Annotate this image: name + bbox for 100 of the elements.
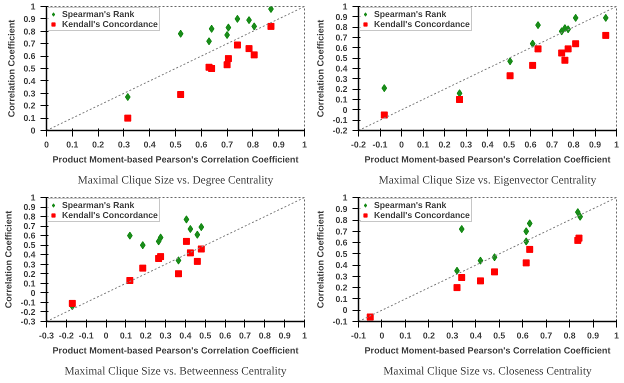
- y-tick-label: 0.1: [335, 94, 348, 104]
- x-tick-label: 1: [614, 140, 620, 150]
- x-tick-label: 0.2: [92, 140, 104, 150]
- y-axis-title: Correlation Coefficient: [316, 210, 326, 308]
- x-tick-label: 0.5: [169, 140, 182, 150]
- x-tick-label: 0.1: [120, 330, 132, 340]
- x-tick-label: 0: [399, 140, 404, 150]
- legend-label: Spearman's Rank: [62, 200, 134, 210]
- legend-label: Kendall's Concordance: [62, 19, 158, 29]
- x-tick-label: -0.2: [351, 140, 366, 150]
- x-tick-label: 0.3: [460, 140, 472, 150]
- y-tick-label: 0.6: [335, 238, 348, 248]
- x-axis-title: Product Moment-based Pearson's Correlation Coefficient: [364, 154, 610, 164]
- y-tick-label: 0.4: [23, 250, 36, 260]
- y-tick-label: 0.1: [23, 113, 36, 124]
- x-tick-label: 0.2: [140, 330, 152, 340]
- y-tick-label: -0.2: [332, 126, 348, 136]
- text: Maximal Clique Size vs. Betweenness Centrality: [64, 366, 287, 378]
- legend-label: Spearman's Rank: [374, 200, 446, 210]
- y-tick-label: 1: [30, 192, 36, 202]
- x-tick-label: 0.7: [221, 140, 234, 150]
- x-tick-label: 0.4: [179, 330, 192, 340]
- y-tick-label: 0.6: [335, 42, 348, 53]
- x-tick-label: 1: [614, 330, 620, 340]
- y-tick-label: 0.3: [335, 74, 348, 84]
- legend-label: Kendall's Concordance: [62, 210, 158, 220]
- x-tick-label: -0.3: [39, 330, 54, 340]
- x-tick-label: 0.3: [118, 140, 130, 150]
- y-tick-label: 0: [342, 104, 348, 115]
- x-axis-title: Product Moment-based Pearson's Correlation Coefficient: [52, 154, 298, 164]
- y-tick-label: 0.3: [23, 88, 36, 98]
- x-tick-label: 0.1: [66, 140, 78, 150]
- x-tick-label: 0.9: [272, 140, 285, 150]
- x-tick-label: 0.8: [258, 330, 272, 340]
- x-tick-label: 0.7: [546, 140, 558, 150]
- x-axis-title: Product Moment-based Pearson's Correlation Coefficient: [52, 346, 298, 356]
- y-tick-label: 0.7: [335, 32, 348, 42]
- x-tick-label: 0.6: [516, 330, 529, 340]
- y-tick-label: 0.2: [335, 84, 348, 94]
- y-tick-label: 0.9: [335, 12, 348, 22]
- y-tick-label: 0.1: [335, 294, 348, 304]
- y-tick-label: 0.5: [335, 248, 348, 259]
- y-axis-title: Correlation Coefficient: [4, 210, 14, 308]
- x-tick-label: 0.1: [399, 330, 412, 340]
- y-tick-label: 0.9: [23, 14, 36, 24]
- x-tick-label: 1: [302, 330, 308, 340]
- y-tick-label: 0: [30, 126, 36, 136]
- legend-label: Kendall's Concordance: [374, 210, 470, 220]
- y-tick-label: 1: [342, 2, 348, 12]
- y-tick-label: 1: [342, 192, 348, 202]
- y-tick-label: 0.5: [23, 64, 36, 74]
- y-tick-label: 0.4: [335, 260, 348, 270]
- x-tick-label: 0: [380, 330, 385, 340]
- y-tick-label: 0.2: [23, 268, 36, 279]
- legend-label: Spearman's Rank: [62, 9, 134, 19]
- y-tick-label: -0.1: [332, 316, 348, 326]
- y-tick-label: 0.3: [335, 271, 348, 282]
- x-tick-label: 1: [302, 140, 308, 150]
- x-tick-label: 0.3: [446, 330, 459, 340]
- y-tick-label: 0.6: [23, 230, 36, 241]
- x-tick-label: 0.6: [524, 140, 537, 150]
- x-tick-label: 0: [104, 330, 109, 340]
- x-tick-label: 0.5: [493, 330, 506, 340]
- x-tick-label: 0.5: [502, 140, 516, 150]
- x-tick-label: 0.8: [567, 140, 580, 150]
- y-tick-label: 0.7: [335, 226, 348, 236]
- y-tick-label: -0.2: [20, 306, 36, 317]
- y-tick-label: 0.9: [335, 204, 348, 214]
- x-tick-label: 0.6: [219, 330, 232, 340]
- x-tick-label: -0.2: [58, 330, 74, 340]
- y-tick-label: 0.7: [23, 38, 36, 49]
- y-tick-label: -0.1: [332, 115, 348, 126]
- legend-label: Kendall's Concordance: [374, 19, 470, 29]
- y-tick-label: 0: [342, 305, 348, 316]
- y-tick-label: -0.3: [20, 316, 36, 326]
- x-tick-label: 0.5: [199, 330, 212, 340]
- y-tick-label: 0.9: [23, 202, 36, 212]
- y-tick-label: 0.8: [23, 212, 36, 222]
- x-tick-label: 0.7: [238, 330, 252, 340]
- y-tick-label: 0: [30, 288, 36, 298]
- x-tick-label: 0.2: [422, 330, 436, 340]
- text: Maximal Clique Size vs. Closeness Centrality: [383, 366, 592, 378]
- y-tick-label: 0.5: [23, 240, 36, 250]
- y-tick-label: 0.2: [23, 100, 36, 111]
- x-tick-label: 0.4: [144, 140, 156, 150]
- x-tick-label: 0.9: [587, 330, 600, 340]
- y-axis-title: Correlation Coefficient: [316, 20, 326, 118]
- x-tick-label: -0.1: [372, 140, 388, 150]
- y-tick-label: 0.8: [335, 22, 348, 32]
- legend-label: Spearman's Rank: [374, 9, 446, 19]
- y-tick-label: 0.7: [23, 221, 36, 232]
- y-tick-label: 0.1: [23, 278, 36, 288]
- x-tick-label: 0.8: [246, 140, 260, 150]
- x-tick-label: 0.1: [416, 140, 430, 150]
- text: Maximal Clique Size vs. Eigenvector Centrality: [378, 174, 597, 186]
- y-tick-label: 0.5: [335, 53, 348, 64]
- x-tick-label: 0.4: [470, 330, 482, 340]
- x-tick-label: 0: [44, 140, 50, 150]
- x-tick-label: 0.2: [438, 140, 451, 150]
- x-tick-label: 0.9: [278, 330, 291, 340]
